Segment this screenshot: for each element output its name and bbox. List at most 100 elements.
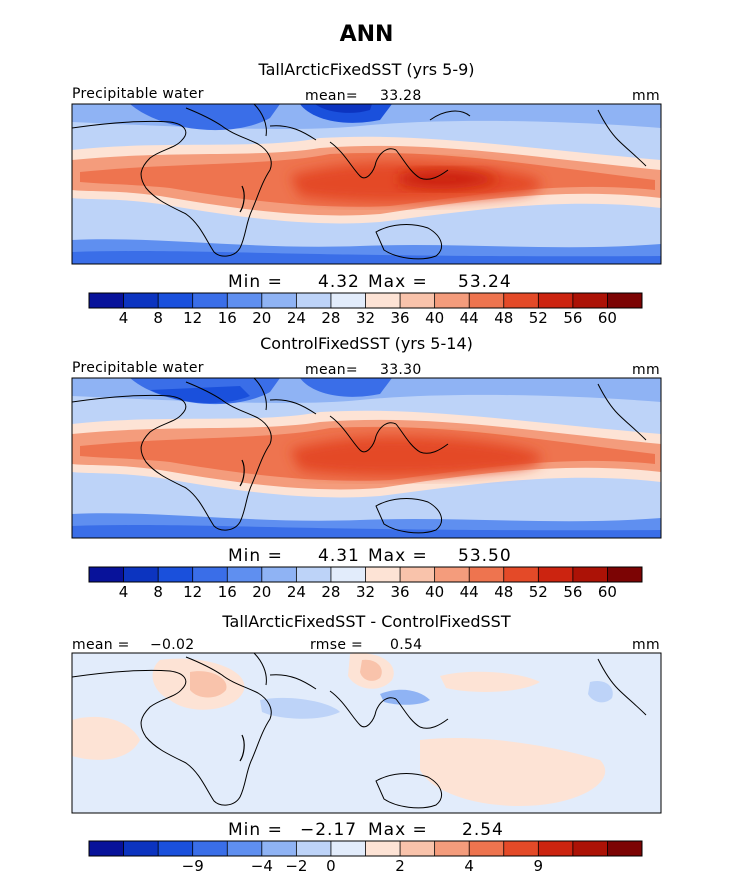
colorbar-frame bbox=[88, 566, 643, 583]
colorbar-swatch bbox=[503, 841, 539, 856]
colorbar-tick-label: 4 bbox=[464, 857, 474, 875]
colorbar-tick-label: 48 bbox=[494, 583, 514, 601]
panel-2-min-value: 4.31 bbox=[318, 546, 360, 566]
colorbar-tick-label: 60 bbox=[597, 583, 617, 601]
colorbar-swatch bbox=[365, 841, 401, 856]
panel-1-title: TallArcticFixedSST (yrs 5-9) bbox=[258, 60, 475, 79]
colorbar-tick-label: 60 bbox=[597, 309, 617, 327]
colorbar-swatch bbox=[89, 841, 125, 856]
colorbar-swatch bbox=[400, 841, 436, 856]
colorbar-swatch bbox=[607, 841, 643, 856]
colorbar-tick-label: 56 bbox=[563, 309, 583, 327]
colorbar-swatch bbox=[123, 567, 159, 582]
colorbar-swatch bbox=[503, 293, 539, 308]
panel-3-max-label: Max = bbox=[368, 820, 428, 840]
colorbar-tick-label: 36 bbox=[390, 583, 410, 601]
colorbar-tick-label: 24 bbox=[286, 309, 306, 327]
panel-2-units: mm bbox=[632, 362, 660, 378]
colorbar-swatch bbox=[400, 567, 436, 582]
colorbar-swatch bbox=[227, 567, 263, 582]
colorbar-swatch bbox=[538, 293, 574, 308]
colorbar-tick-label: 28 bbox=[321, 309, 341, 327]
colorbar-swatch bbox=[538, 841, 574, 856]
colorbar-tick-label: 0 bbox=[326, 857, 336, 875]
panel-3-mean-value: −0.02 bbox=[150, 637, 195, 653]
panel-2-min-label: Min = bbox=[228, 546, 283, 566]
colorbar-swatch bbox=[330, 841, 366, 856]
colorbar-swatch bbox=[123, 841, 159, 856]
panel-2-mean-label: mean= bbox=[305, 362, 358, 378]
colorbar-swatch bbox=[572, 567, 608, 582]
colorbar-tick-label: −2 bbox=[285, 857, 308, 875]
colorbar-swatch bbox=[572, 841, 608, 856]
colorbar-tick-label: 4 bbox=[118, 583, 129, 601]
panel-3-rmse-value: 0.54 bbox=[390, 637, 423, 653]
colorbar-tick-label: 12 bbox=[183, 309, 203, 327]
panel-1-units: mm bbox=[632, 88, 660, 104]
colorbar-tick-label: 20 bbox=[252, 583, 272, 601]
colorbar-swatch bbox=[434, 567, 470, 582]
colorbar-tick-label: 52 bbox=[528, 309, 548, 327]
colorbar-swatch bbox=[400, 293, 436, 308]
panel-1-min-value: 4.32 bbox=[318, 272, 360, 292]
colorbar-tick-label: 56 bbox=[563, 583, 583, 601]
colorbar-swatch bbox=[538, 567, 574, 582]
colorbar-tick-label: 44 bbox=[459, 309, 479, 327]
colorbar-swatch bbox=[89, 567, 125, 582]
colorbar-swatch bbox=[296, 841, 332, 856]
colorbar-tick-label: 40 bbox=[425, 309, 445, 327]
colorbar-tick-label: 20 bbox=[252, 309, 272, 327]
panel-1-field bbox=[72, 104, 661, 264]
colorbar-swatch bbox=[434, 841, 470, 856]
colorbar-swatch bbox=[330, 293, 366, 308]
colorbar-tick-label: 2 bbox=[395, 857, 405, 875]
colorbar-tick-label: 4 bbox=[118, 309, 129, 327]
colorbar-tick-label: 44 bbox=[459, 583, 479, 601]
colorbar-tick-label: 16 bbox=[217, 583, 237, 601]
panel-3-title: TallArcticFixedSST - ControlFixedSST bbox=[222, 612, 511, 631]
colorbar-swatch bbox=[469, 841, 505, 856]
panel-2-mean-value: 33.30 bbox=[380, 362, 422, 378]
colorbar-frame bbox=[88, 840, 643, 857]
colorbar-swatch bbox=[192, 293, 228, 308]
colorbar-swatch bbox=[296, 567, 332, 582]
panel-1-max-label: Max = bbox=[368, 272, 428, 292]
colorbar-frame bbox=[88, 292, 643, 309]
colorbar-swatch bbox=[89, 293, 125, 308]
colorbar-swatch bbox=[469, 567, 505, 582]
panel-3-field bbox=[72, 653, 661, 813]
colorbar-swatch bbox=[365, 567, 401, 582]
panel-1-min-label: Min = bbox=[228, 272, 283, 292]
panel-2-max-value: 53.50 bbox=[458, 546, 512, 566]
colorbar-tick-label: 32 bbox=[355, 583, 376, 601]
colorbar-swatch bbox=[158, 293, 194, 308]
colorbar-swatch bbox=[572, 293, 608, 308]
colorbar-swatch bbox=[261, 841, 297, 856]
colorbar-tick-label: −4 bbox=[250, 857, 273, 875]
colorbar-tick-label: 52 bbox=[528, 583, 548, 601]
colorbar-swatch bbox=[158, 567, 194, 582]
colorbar-swatch bbox=[434, 293, 470, 308]
colorbar-tick-label: 8 bbox=[153, 583, 163, 601]
colorbar-swatch bbox=[607, 293, 643, 308]
colorbar-swatch bbox=[503, 567, 539, 582]
colorbar-tick-label: 9 bbox=[533, 857, 544, 875]
colorbar-swatch bbox=[330, 567, 366, 582]
colorbar-tick-label: 12 bbox=[183, 583, 203, 601]
panel-1-mean-value: 33.28 bbox=[380, 88, 422, 104]
colorbar-tick-label: 48 bbox=[494, 309, 514, 327]
colorbar-swatch bbox=[607, 567, 643, 582]
colorbar-tick-label: 24 bbox=[286, 583, 306, 601]
panel-3-min-value: −2.17 bbox=[300, 820, 358, 840]
colorbar-swatch bbox=[365, 293, 401, 308]
figure-title: ANN bbox=[339, 22, 394, 47]
panel-1-mean-label: mean= bbox=[305, 88, 358, 104]
colorbar-swatch bbox=[227, 293, 263, 308]
colorbar-swatch bbox=[158, 841, 194, 856]
